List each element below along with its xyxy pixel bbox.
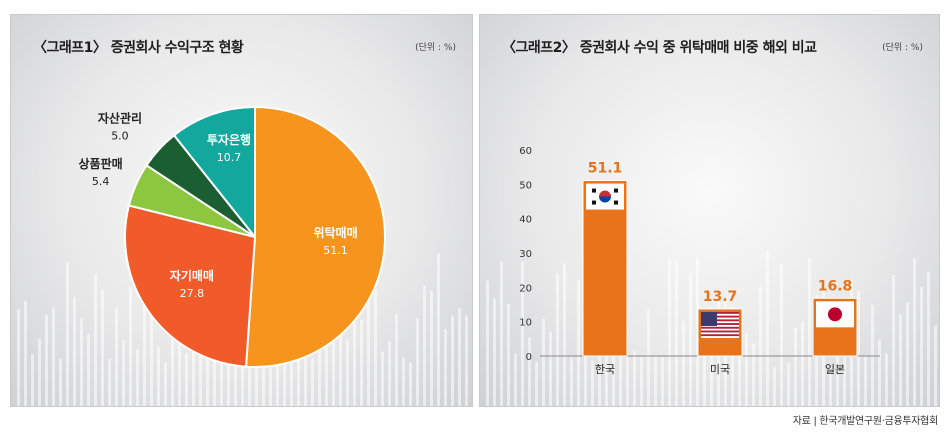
y-tick-label: 50 <box>519 180 532 191</box>
x-category-label: 미국 <box>710 363 730 376</box>
pie-chart-unit: (단위 : %) <box>415 43 456 53</box>
bar-chart: 0 10 20 30 40 50 60 한국 미국 일본 51.1 13.7 16.8 <box>486 146 937 406</box>
bar-chart-unit: (단위 : %) <box>882 43 923 53</box>
pie-slice-label: 위탁매매 <box>313 225 357 240</box>
bar <box>582 180 628 357</box>
pie-slice <box>172 105 256 240</box>
bar-chart-panel: 〈그래프2〉 증권회사 수익 중 위탁매매 비중 해외 비교 (단위 : %) … <box>479 14 940 407</box>
y-tick-label: 0 <box>526 352 532 363</box>
pie-slice-value: 10.7 <box>217 151 242 164</box>
y-tick-label: 20 <box>519 283 532 294</box>
japan-flag-icon <box>816 301 854 328</box>
usa-flag-icon <box>701 311 739 338</box>
pie-chart-title: 〈그래프1〉 증권회사 수익구조 현황 <box>33 40 244 56</box>
pie-slice-value: 27.8 <box>180 287 205 300</box>
pie-slice-value: 5.0 <box>111 130 129 143</box>
y-tick-label: 30 <box>519 249 532 260</box>
x-category-label: 일본 <box>825 362 845 376</box>
bar-value-label: 51.1 <box>588 161 623 177</box>
pie-slice <box>244 105 386 368</box>
pie-slice-value: 5.4 <box>92 175 110 188</box>
pie-slice-value: 51.1 <box>323 244 348 257</box>
y-tick-label: 10 <box>519 318 532 329</box>
bar-value-label: 16.8 <box>818 278 853 294</box>
korea-flag-icon <box>586 183 624 210</box>
y-tick-label: 60 <box>519 146 532 157</box>
pie-slice <box>124 204 257 368</box>
pie-chart-panel: 〈그래프1〉 증권회사 수익구조 현황 (단위 : %) 위탁매매 51.1 자기매… <box>10 14 473 407</box>
pie-slice-label: 자기매매 <box>170 268 214 283</box>
pie-chart: 위탁매매 51.1 자기매매 27.8 상품판매 5.4 자산관리 5.0 투자은행 10.7 <box>17 105 468 406</box>
x-category-label: 한국 <box>595 363 615 376</box>
y-tick-label: 40 <box>519 215 532 226</box>
source-note: 자료 | 한국개발연구원·금융투자협회 <box>792 416 939 427</box>
pie-slice-label: 상품판매 <box>79 156 123 171</box>
pie-slice-label: 투자은행 <box>207 132 251 147</box>
bar-chart-title: 〈그래프2〉 증권회사 수익 중 위탁매매 비중 해외 비교 <box>502 40 817 56</box>
pie-slice-label: 자산관리 <box>98 111 142 126</box>
bar-value-label: 13.7 <box>703 289 738 305</box>
